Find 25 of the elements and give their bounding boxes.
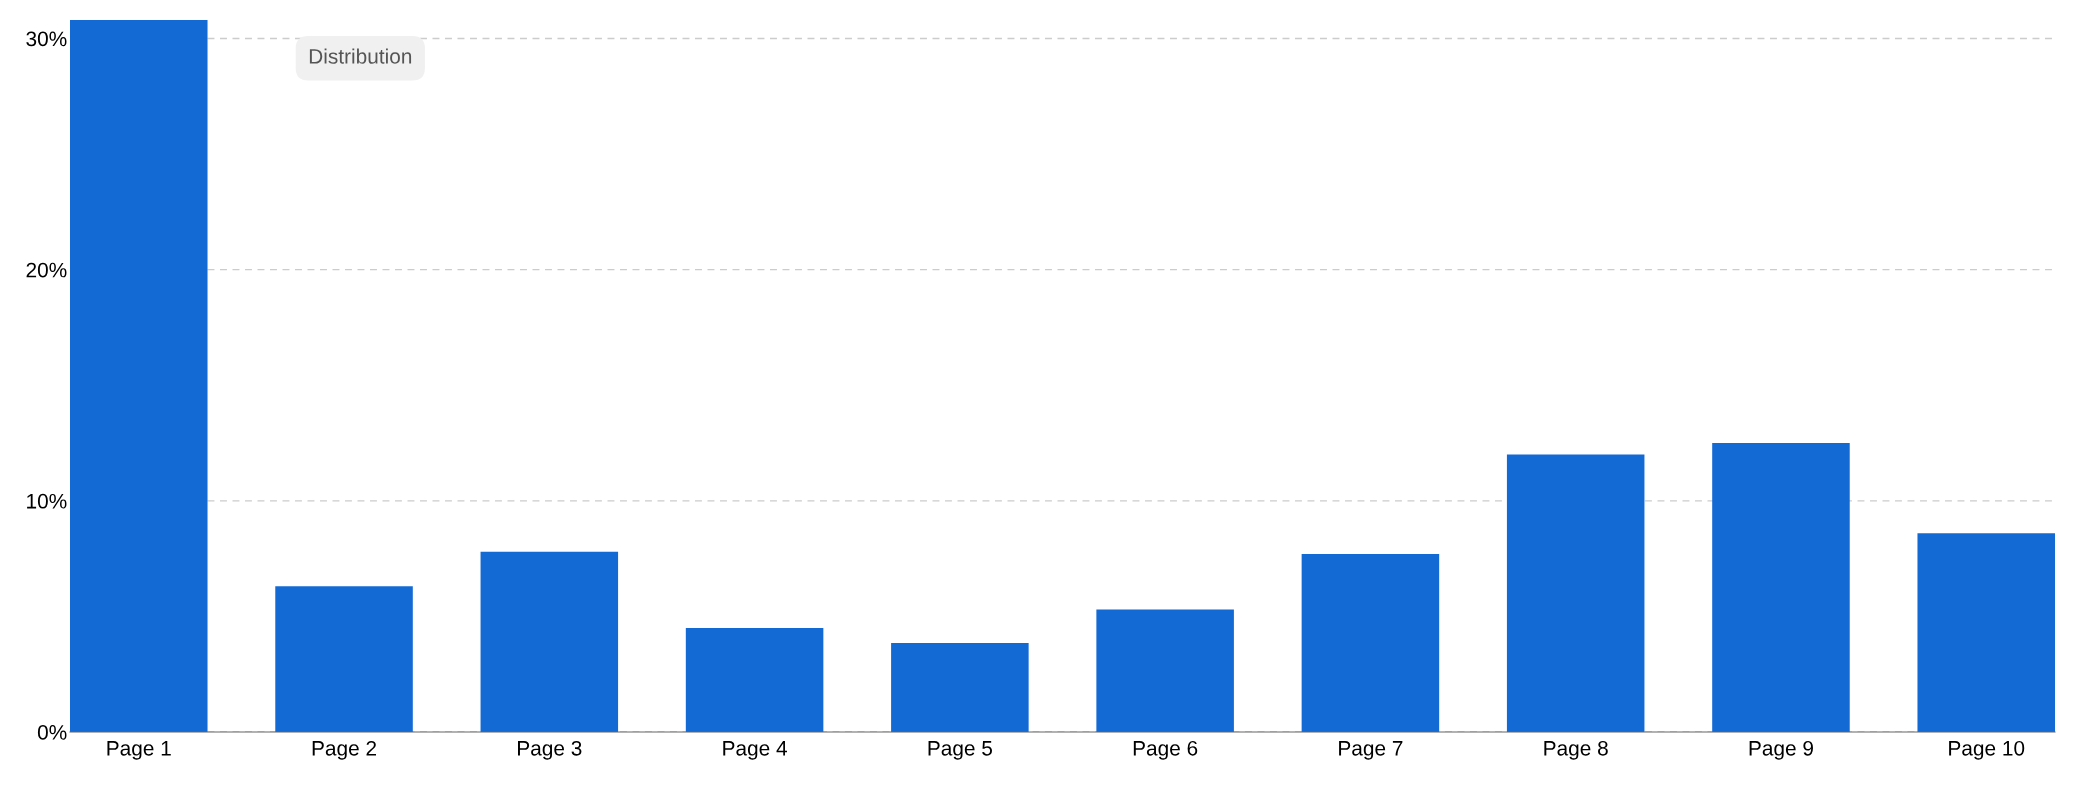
- x-tick-label: Page 4: [723, 741, 787, 760]
- bar: [275, 586, 413, 732]
- x-tick-label: Page 8: [1544, 740, 1608, 760]
- bar: [1712, 443, 1850, 732]
- bar: [1301, 554, 1440, 732]
- y-tick-label: 30%: [26, 31, 67, 47]
- y-tick-label: 20%: [26, 262, 67, 278]
- y-tick-label: 0%: [37, 725, 67, 740]
- x-tick-label: Page 9: [1749, 740, 1813, 760]
- x-tick-label: Page 5: [928, 741, 993, 760]
- x-tick-label: Page 2: [312, 740, 377, 760]
- x-tick-label: Page 7: [1339, 741, 1403, 760]
- bar: [1917, 533, 2055, 732]
- x-tick-label: Page 6: [1133, 740, 1198, 760]
- x-tick-label: Page 10: [1949, 740, 2025, 760]
- bar: [70, 20, 208, 732]
- y-tick-label: 10%: [27, 493, 67, 509]
- annotation: Distribution: [309, 48, 412, 64]
- x-tick-label: Page 1: [107, 741, 171, 760]
- bar: [685, 627, 824, 732]
- bar: [480, 551, 619, 732]
- x-tick-label: Page 3: [518, 740, 582, 760]
- bar: [1506, 454, 1645, 732]
- bar: [891, 643, 1029, 732]
- bar: [1096, 609, 1234, 732]
